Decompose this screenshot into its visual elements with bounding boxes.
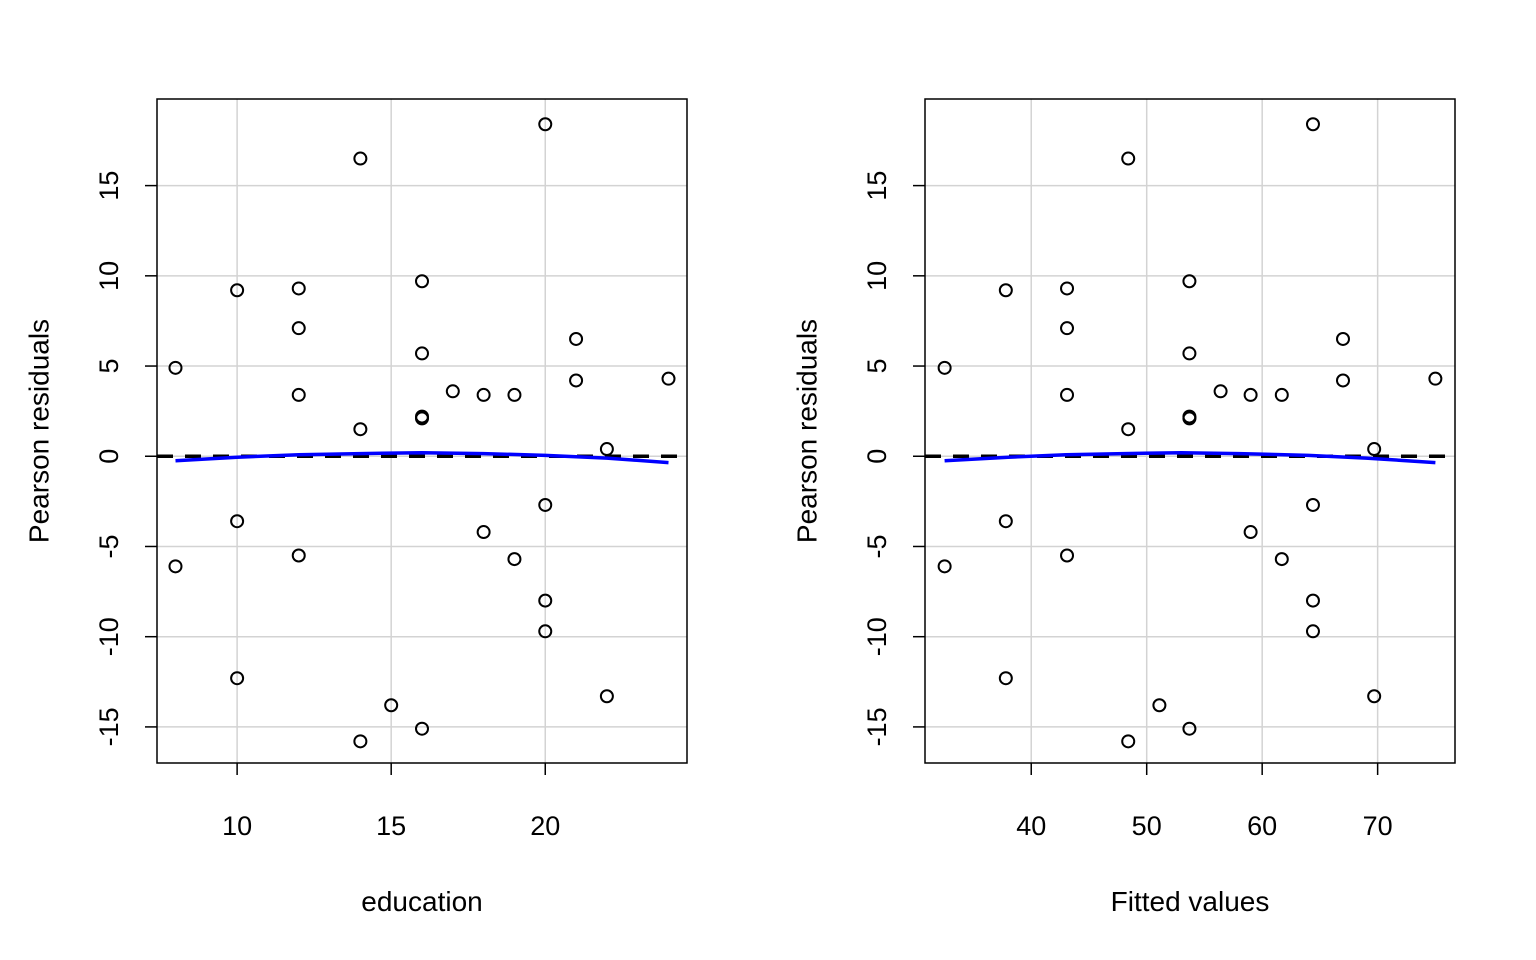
x-tick-label: 15 bbox=[376, 811, 406, 841]
y-tick-label: -15 bbox=[862, 707, 892, 746]
data-point bbox=[1060, 387, 1075, 402]
data-point bbox=[1335, 331, 1350, 346]
data-point bbox=[1060, 281, 1075, 296]
data-point bbox=[1182, 411, 1197, 426]
x-tick-label: 10 bbox=[222, 811, 252, 841]
y-tick-label: 5 bbox=[862, 359, 892, 374]
y-tick-label: 15 bbox=[862, 171, 892, 201]
data-point bbox=[538, 624, 553, 639]
y-axis-title: Pearson residuals bbox=[792, 319, 823, 543]
smooth-curve bbox=[944, 450, 1436, 465]
x-tick-label: 50 bbox=[1132, 811, 1162, 841]
data-point bbox=[1121, 734, 1136, 749]
data-point bbox=[1335, 373, 1350, 388]
data-point bbox=[1121, 422, 1136, 437]
data-point bbox=[1305, 624, 1320, 639]
data-point bbox=[415, 411, 429, 426]
x-axis-title: education bbox=[361, 886, 482, 917]
y-tick-label: 10 bbox=[862, 261, 892, 291]
data-point bbox=[1305, 593, 1320, 608]
x-tick-label: 40 bbox=[1016, 811, 1046, 841]
data-point bbox=[476, 525, 491, 540]
data-point bbox=[291, 281, 306, 296]
data-point bbox=[538, 117, 553, 132]
data-point bbox=[998, 514, 1013, 529]
data-point bbox=[1243, 525, 1258, 540]
data-point bbox=[538, 593, 553, 608]
data-point bbox=[445, 384, 460, 399]
data-point bbox=[661, 371, 676, 386]
x-tick-label: 20 bbox=[530, 811, 560, 841]
y-tick-label: 0 bbox=[94, 449, 124, 464]
data-point bbox=[1243, 387, 1258, 402]
data-point bbox=[507, 387, 522, 402]
data-point bbox=[569, 373, 584, 388]
data-point bbox=[415, 274, 429, 289]
x-axis-title: Fitted values bbox=[1111, 886, 1270, 917]
x-tick-label: 60 bbox=[1247, 811, 1277, 841]
data-point bbox=[1121, 151, 1136, 166]
data-point bbox=[291, 321, 306, 336]
y-tick-label: -5 bbox=[94, 534, 124, 558]
y-tick-label: 5 bbox=[94, 359, 124, 374]
data-point bbox=[230, 671, 245, 686]
data-point bbox=[230, 283, 245, 298]
data-point bbox=[168, 360, 183, 375]
y-tick-label: -10 bbox=[94, 617, 124, 656]
data-point bbox=[599, 442, 614, 457]
data-point bbox=[1152, 698, 1167, 713]
data-point bbox=[538, 497, 553, 512]
data-point bbox=[1182, 346, 1197, 361]
data-point bbox=[1060, 548, 1075, 563]
data-point bbox=[291, 387, 306, 402]
y-axis-title: Pearson residuals bbox=[24, 319, 55, 543]
data-point bbox=[415, 721, 429, 736]
data-point bbox=[937, 559, 952, 574]
data-point bbox=[1213, 384, 1228, 399]
y-tick-label: 10 bbox=[94, 261, 124, 291]
data-point bbox=[599, 689, 614, 704]
y-tick-label: 15 bbox=[94, 171, 124, 201]
plot-panel-1: 10 15 20 -15 -10 -5 0 5 10 15 education Pearson res… bbox=[24, 98, 688, 917]
y-tick-label: -10 bbox=[862, 617, 892, 656]
data-point bbox=[353, 422, 368, 437]
data-point bbox=[415, 346, 429, 361]
x-tick-label: 70 bbox=[1363, 811, 1393, 841]
data-point bbox=[1274, 387, 1289, 402]
data-point bbox=[476, 387, 491, 402]
plot-panel-2: 40 50 60 70 -15 -10 -5 0 5 10 15 Fitted values Pears… bbox=[792, 98, 1456, 917]
y-tick-label: -15 bbox=[94, 707, 124, 746]
data-point bbox=[1060, 321, 1075, 336]
data-point bbox=[384, 698, 399, 713]
plot-frame bbox=[156, 98, 688, 764]
data-point bbox=[1305, 117, 1320, 132]
data-point bbox=[1274, 552, 1289, 567]
data-point bbox=[1182, 721, 1197, 736]
y-tick-label: -5 bbox=[862, 534, 892, 558]
data-point bbox=[1367, 689, 1382, 704]
data-point bbox=[937, 360, 952, 375]
data-point bbox=[1428, 371, 1443, 386]
data-point bbox=[168, 559, 183, 574]
data-point bbox=[1182, 274, 1197, 289]
data-point bbox=[1367, 442, 1382, 457]
data-point bbox=[1305, 497, 1320, 512]
data-point bbox=[507, 552, 522, 567]
data-point bbox=[998, 671, 1013, 686]
y-tick-label: 0 bbox=[862, 449, 892, 464]
data-point bbox=[230, 514, 245, 529]
smooth-curve bbox=[175, 450, 669, 465]
data-point bbox=[998, 283, 1013, 298]
data-point bbox=[291, 548, 306, 563]
data-point bbox=[569, 331, 584, 346]
data-point bbox=[353, 151, 368, 166]
data-point bbox=[353, 734, 368, 749]
plot-frame bbox=[924, 98, 1456, 764]
